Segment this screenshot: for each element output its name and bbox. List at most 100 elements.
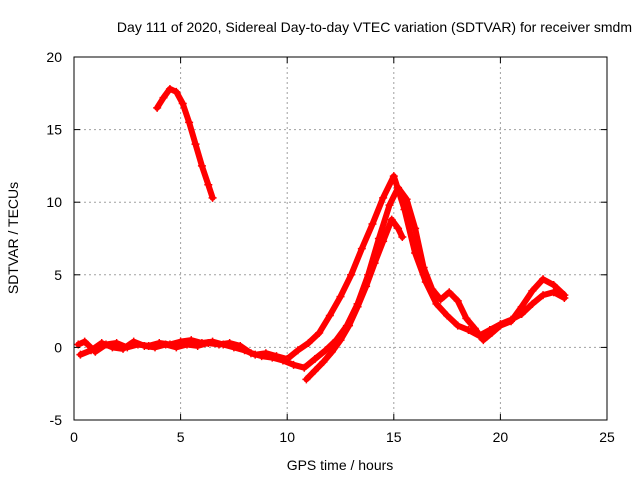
data-point-marker [165,84,174,93]
data-point-marker [193,341,202,350]
data-series [74,84,569,384]
data-point-marker [560,291,569,300]
x-tick-label: 10 [279,429,295,445]
data-point-marker [246,349,255,358]
data-point-marker [140,341,149,350]
plot-area-border [73,56,608,421]
data-point-marker [87,346,96,355]
data-point-marker [398,233,407,242]
y-tick-label: 15 [46,122,62,138]
data-point-marker [517,302,526,311]
y-tick-label: 5 [54,267,62,283]
data-point-marker [236,341,245,350]
y-tick-label: 20 [46,49,62,65]
data-point-marker [204,180,213,189]
data-point-marker [310,366,319,375]
data-point-marker [389,172,398,181]
data-point-marker [357,244,366,253]
data-point-marker [445,288,454,297]
x-tick-label: 5 [177,429,185,445]
data-point-marker [208,193,217,202]
series-track-c [302,215,407,384]
data-point-marker [453,321,462,330]
data-point-marker [225,339,234,348]
y-tick-label: -5 [50,412,63,428]
data-point-marker [528,286,537,295]
data-point-marker [385,201,394,210]
x-tick-label: 20 [493,429,509,445]
y-tick-label: 0 [54,339,62,355]
data-point-marker [539,291,548,300]
data-point-marker [411,224,420,233]
data-point-marker [76,350,85,359]
grid-lines [74,57,607,420]
data-point-marker [293,346,302,355]
y-axis-label: SDTVAR / TECUs [5,182,21,294]
data-point-marker [379,237,388,246]
data-point-marker [528,299,537,308]
data-point-marker [321,346,330,355]
series-line [154,85,216,201]
data-point-marker [161,340,170,349]
data-point-marker [315,328,324,337]
data-point-marker [289,360,298,369]
data-point-marker [214,340,223,349]
data-point-marker [278,356,287,365]
data-point-marker [197,161,206,170]
data-point-marker [496,321,505,330]
data-point-marker [419,263,428,272]
data-point-marker [172,87,181,96]
data-point-marker [191,140,200,149]
x-tick-label: 0 [70,429,78,445]
data-point-marker [268,353,277,362]
series-track-d [153,84,217,202]
data-point-marker [436,295,445,304]
data-point-marker [370,259,379,268]
data-point-marker [129,337,138,346]
data-point-marker [159,93,168,102]
series-line [77,184,568,371]
data-point-marker [362,282,371,291]
series-track-b [76,183,569,372]
data-point-marker [300,363,309,372]
data-point-marker [379,193,388,202]
data-point-marker [549,280,558,289]
data-point-marker [185,118,194,127]
data-point-marker [368,219,377,228]
data-point-marker [80,337,89,346]
data-point-marker [432,299,441,308]
data-point-marker [204,339,213,348]
data-point-marker [479,336,488,345]
data-point-marker [462,314,471,323]
data-point-marker [345,321,354,330]
data-point-marker [347,270,356,279]
data-point-marker [549,288,558,297]
data-point-marker [470,324,479,333]
data-point-marker [178,99,187,108]
data-point-marker [325,311,334,320]
data-point-marker [443,311,452,320]
data-point-marker [353,302,362,311]
data-point-marker [336,292,345,301]
data-point-marker [487,328,496,337]
data-point-marker [257,352,266,361]
data-point-marker [428,285,437,294]
data-point-marker [310,355,319,364]
data-point-marker [97,339,106,348]
data-point-marker [119,344,128,353]
data-point-marker [108,343,117,352]
x-axis-label: GPS time / hours [287,457,394,473]
data-point-marker [319,357,328,366]
data-point-marker [304,339,313,348]
data-point-marker [507,317,516,326]
data-point-marker [453,296,462,305]
data-point-marker [302,375,311,384]
data-point-marker [464,325,473,334]
data-point-marker [394,183,403,192]
data-point-marker [182,340,191,349]
data-point-marker [387,215,396,224]
axis-ticks: 0 5 10 15 20 25 -5 0 5 10 15 20 [46,49,615,445]
data-point-marker [327,347,336,356]
data-point-marker [402,195,411,204]
